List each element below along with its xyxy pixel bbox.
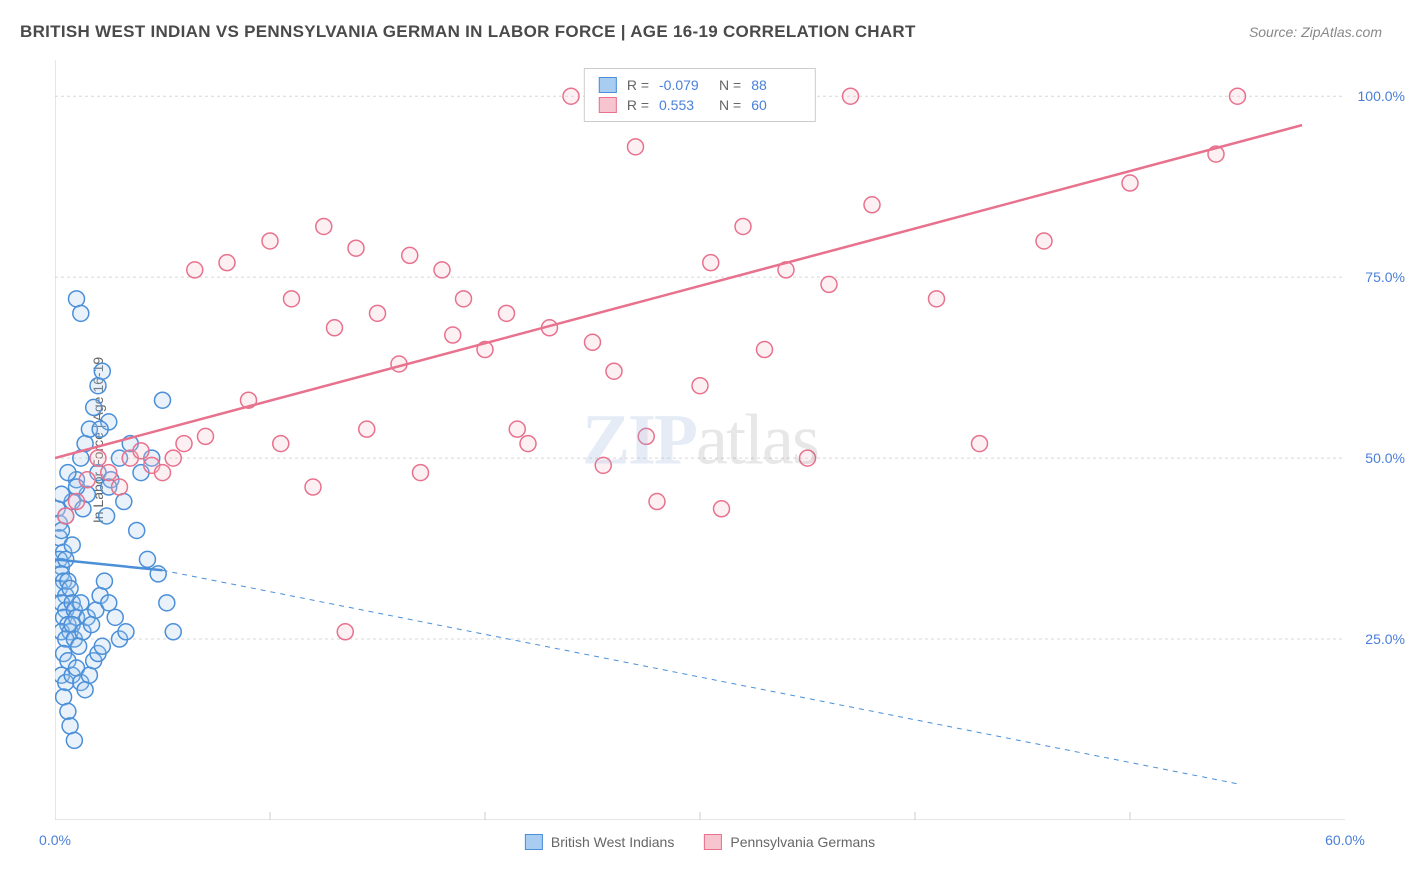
y-tick-label: 50.0% bbox=[1365, 450, 1405, 466]
legend-series-item: Pennsylvania Germans bbox=[704, 834, 875, 850]
y-tick-label: 75.0% bbox=[1365, 269, 1405, 285]
legend-series-label: British West Indians bbox=[551, 834, 674, 850]
legend-series-label: Pennsylvania Germans bbox=[730, 834, 875, 850]
legend-swatch bbox=[525, 834, 543, 850]
legend-series-item: British West Indians bbox=[525, 834, 674, 850]
scatter-plot-svg bbox=[55, 60, 1345, 820]
r-label: R = bbox=[627, 77, 649, 93]
legend-swatch bbox=[704, 834, 722, 850]
legend-correlation-box: R = -0.079 N = 88 R = 0.553 N = 60 bbox=[584, 68, 816, 122]
n-label: N = bbox=[719, 97, 741, 113]
legend-swatch bbox=[599, 77, 617, 93]
r-label: R = bbox=[627, 97, 649, 113]
legend-correlation-row: R = 0.553 N = 60 bbox=[599, 95, 801, 115]
n-value: 60 bbox=[751, 97, 801, 113]
r-value: 0.553 bbox=[659, 97, 709, 113]
legend-series: British West Indians Pennsylvania Germans bbox=[525, 834, 875, 850]
n-value: 88 bbox=[751, 77, 801, 93]
x-tick-label: 0.0% bbox=[39, 832, 71, 848]
legend-swatch bbox=[599, 97, 617, 113]
legend-correlation-row: R = -0.079 N = 88 bbox=[599, 75, 801, 95]
n-label: N = bbox=[719, 77, 741, 93]
chart-area: In Labor Force | Age 16-19 ZIPatlas R =-… bbox=[55, 60, 1345, 820]
r-value: -0.079 bbox=[659, 77, 709, 93]
x-tick-label: 60.0% bbox=[1325, 832, 1365, 848]
source-attribution: Source: ZipAtlas.com bbox=[1249, 24, 1382, 40]
y-tick-label: 25.0% bbox=[1365, 631, 1405, 647]
y-tick-label: 100.0% bbox=[1358, 88, 1405, 104]
chart-title: BRITISH WEST INDIAN VS PENNSYLVANIA GERM… bbox=[20, 22, 916, 42]
